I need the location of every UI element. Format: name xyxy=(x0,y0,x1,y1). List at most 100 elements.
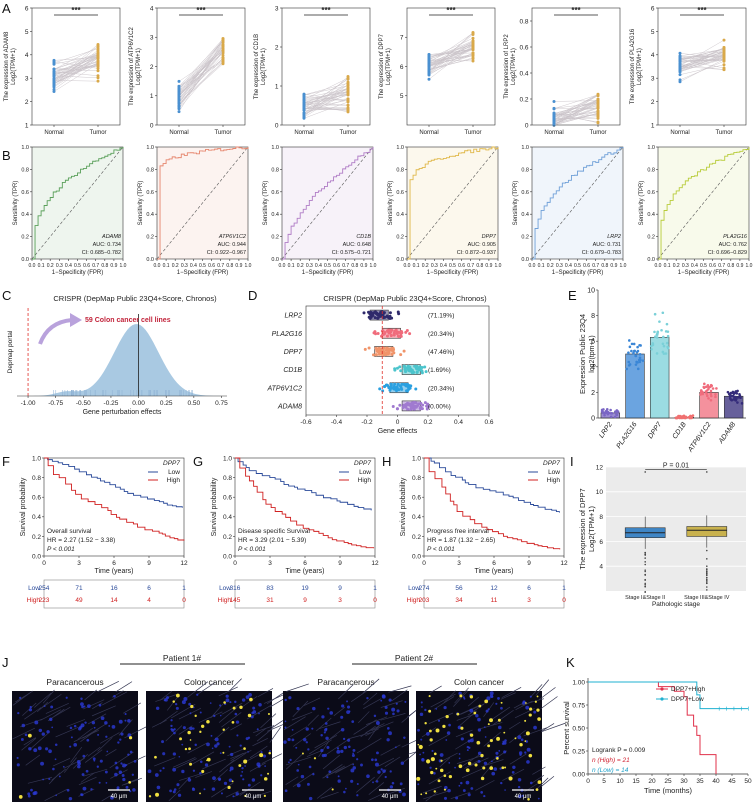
normal-point xyxy=(52,58,56,62)
panel-label-b: B xyxy=(2,148,11,163)
nucleus-dot xyxy=(350,779,354,783)
y-tick-label: 1.0 xyxy=(223,455,232,462)
normal-point xyxy=(427,71,431,75)
survival-endpoint: Overall survival xyxy=(47,528,92,535)
panel-label: K xyxy=(566,655,575,670)
nucleus-dot xyxy=(477,728,482,732)
nucleus-dot xyxy=(465,780,470,785)
normal-point xyxy=(52,61,56,65)
nucleus-dot xyxy=(169,789,172,793)
tissue-fiber xyxy=(53,758,71,767)
risk-count: 9 xyxy=(338,585,342,592)
nucleus-dot xyxy=(181,700,186,705)
outlier-point xyxy=(706,576,708,579)
tissue-fiber xyxy=(110,769,128,779)
nucleus-dot xyxy=(529,781,533,785)
pair-line xyxy=(679,48,725,68)
normal-point xyxy=(302,101,306,105)
tissue-fiber xyxy=(456,713,477,721)
panel-label: F xyxy=(2,454,10,469)
nucleus-dot xyxy=(178,755,181,758)
nucleus-dot xyxy=(517,735,522,740)
x-tick-label: 0.5 xyxy=(700,263,707,269)
y-tick-label: 1.0 xyxy=(647,145,655,151)
tissue-fiber xyxy=(83,768,108,777)
nucleus-dot xyxy=(17,712,20,715)
nucleus-dot xyxy=(321,754,325,758)
nucleus-dot xyxy=(447,788,451,793)
signal-dot xyxy=(467,761,472,766)
risk-row-label: Low xyxy=(28,585,40,592)
gene-point xyxy=(399,369,403,373)
tissue-fiber xyxy=(368,782,385,795)
nucleus-dot xyxy=(448,762,451,764)
nucleus-dot xyxy=(161,740,165,744)
nucleus-dot xyxy=(203,788,206,791)
tissue-fiber xyxy=(97,680,119,692)
x-tick-label: 35 xyxy=(696,778,704,785)
sample-point xyxy=(666,345,669,349)
nucleus-dot xyxy=(118,770,123,774)
sample-point xyxy=(661,311,665,315)
y-tick-label: 1 xyxy=(150,93,154,100)
x-tick-label: 0 xyxy=(422,560,426,567)
gene-point xyxy=(371,353,375,357)
nucleus-dot xyxy=(46,730,50,734)
signal-dot xyxy=(206,757,211,762)
tumor-point xyxy=(346,77,350,81)
y-tick-label: 0 xyxy=(591,416,595,423)
signal-dot xyxy=(433,790,437,793)
tissue-fiber xyxy=(378,757,395,767)
nucleus-dot xyxy=(387,727,390,730)
nucleus-dot xyxy=(50,705,54,709)
tissue-fiber xyxy=(228,678,242,693)
pair-line xyxy=(553,94,599,126)
gene-point xyxy=(397,334,401,338)
tissue-fiber xyxy=(25,754,41,766)
normal-point xyxy=(678,70,682,74)
signal-dot xyxy=(480,753,484,758)
sample-point xyxy=(715,387,718,390)
pair-line xyxy=(53,57,99,61)
gene-point xyxy=(385,314,389,318)
pair-line xyxy=(303,77,349,100)
nucleus-dot xyxy=(32,791,37,796)
nucleus-dot xyxy=(352,748,356,752)
nucleus-dot xyxy=(504,789,506,791)
sample-point xyxy=(609,415,613,419)
nucleus-dot xyxy=(124,719,127,722)
normal-point xyxy=(427,68,431,72)
row-gene: CD1B xyxy=(283,367,302,374)
tumor-point xyxy=(722,49,726,53)
nucleus-dot xyxy=(445,739,448,741)
nucleus-dot xyxy=(45,747,49,751)
nucleus-dot xyxy=(68,796,73,801)
nucleus-dot xyxy=(511,770,515,774)
sample-point xyxy=(707,397,710,400)
tissue-fiber xyxy=(303,697,321,706)
tissue-fiber xyxy=(380,700,403,708)
x-tick-label: 0.0 xyxy=(529,263,536,269)
x-tick-label: 0.0 xyxy=(29,263,36,269)
gene-point xyxy=(373,316,377,320)
x-tick-label: 0.8 xyxy=(101,263,108,269)
outlier-point xyxy=(644,585,646,588)
tissue-fiber xyxy=(433,696,455,710)
roc-auc: AUC: 0.734 xyxy=(93,242,121,248)
y-tick-label: 1.0 xyxy=(396,145,404,151)
signal-dot xyxy=(527,798,530,801)
pair-line xyxy=(303,78,349,109)
signal-dot xyxy=(331,788,334,791)
tissue-fiber xyxy=(221,702,243,715)
nucleus-dot xyxy=(245,737,249,741)
roc-gene: LRP2 xyxy=(607,234,621,240)
nucleus-dot xyxy=(486,696,491,701)
gene-point xyxy=(392,332,396,336)
sample-point xyxy=(662,352,666,355)
signal-dot xyxy=(537,717,541,721)
gene-point xyxy=(400,331,404,335)
risk-row-label: Low xyxy=(219,585,231,592)
nucleus-dot xyxy=(100,716,105,721)
